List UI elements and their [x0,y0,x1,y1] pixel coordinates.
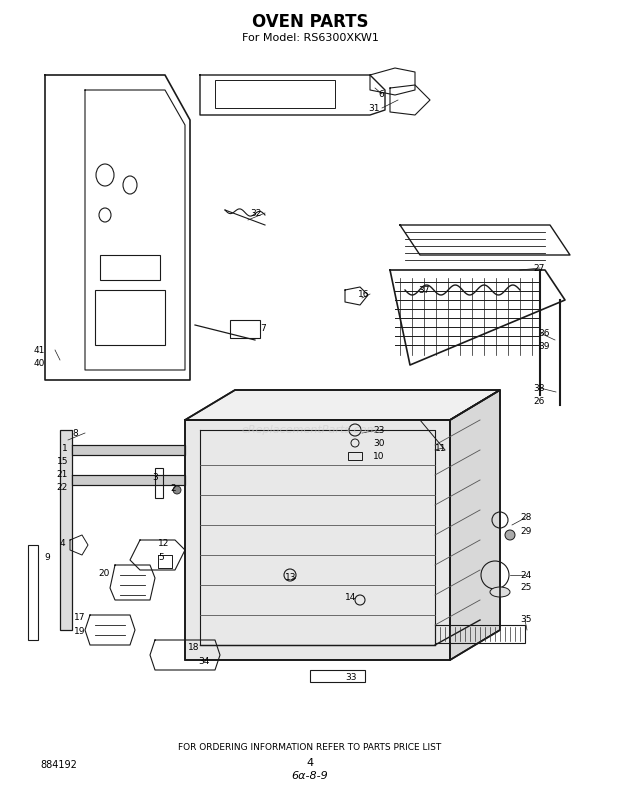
Text: 37: 37 [418,285,430,295]
Bar [28,545,38,640]
Text: 16: 16 [358,289,370,299]
Text: 35: 35 [520,615,531,625]
Bar [100,255,160,280]
Bar [60,430,72,630]
Text: 12: 12 [158,539,169,547]
Circle shape [173,486,181,494]
Text: OVEN PARTS: OVEN PARTS [252,13,368,31]
Bar [348,452,362,460]
Text: eReplacementParts.com: eReplacementParts.com [242,425,378,435]
Text: 7: 7 [260,323,266,333]
Text: 11: 11 [435,443,446,453]
Text: 884192: 884192 [40,760,77,770]
Text: 18: 18 [188,644,200,653]
Text: 14: 14 [345,593,356,603]
Text: 5: 5 [158,552,164,562]
Polygon shape [185,390,500,420]
Text: 25: 25 [520,584,531,592]
Text: 34: 34 [198,656,210,665]
Text: 31: 31 [368,103,379,112]
Text: 41: 41 [33,345,45,355]
Text: 17: 17 [74,614,85,623]
Text: 27: 27 [533,264,544,273]
Text: 21: 21 [56,469,68,479]
Text: 15: 15 [56,457,68,465]
Circle shape [505,530,515,540]
Polygon shape [185,420,450,660]
Bar [155,468,163,498]
Text: 4: 4 [60,539,65,547]
Text: 24: 24 [520,570,531,580]
Bar [435,625,525,643]
Text: 13: 13 [285,574,296,582]
Bar [215,80,335,108]
Text: 30: 30 [373,438,384,447]
Text: 36: 36 [538,329,549,337]
Text: 32: 32 [250,209,262,217]
Bar [230,320,260,338]
Text: 39: 39 [538,341,549,351]
Text: 33: 33 [345,674,356,683]
Text: For Model: RS6300XKW1: For Model: RS6300XKW1 [242,33,378,43]
Text: 10: 10 [373,452,384,461]
Polygon shape [72,445,185,455]
Text: 19: 19 [74,626,85,635]
Text: 6α-8-9: 6α-8-9 [291,771,329,781]
Text: 6: 6 [378,89,384,99]
Text: 3: 3 [152,472,157,481]
Polygon shape [72,475,185,485]
Ellipse shape [490,587,510,597]
Bar [95,290,165,345]
Text: FOR ORDERING INFORMATION REFER TO PARTS PRICE LIST: FOR ORDERING INFORMATION REFER TO PARTS … [179,743,441,753]
Text: 22: 22 [57,483,68,491]
Text: 2: 2 [170,483,175,492]
Text: 29: 29 [520,526,531,536]
Polygon shape [450,390,500,660]
Text: 23: 23 [373,426,384,434]
Text: 26: 26 [533,397,544,405]
Text: 9: 9 [44,552,50,562]
Text: 38: 38 [533,383,544,393]
Text: 1: 1 [62,443,68,453]
Text: 8: 8 [73,428,78,438]
Text: 20: 20 [99,569,110,577]
Text: 28: 28 [520,514,531,522]
Text: 40: 40 [33,359,45,367]
Text: 4: 4 [306,758,314,768]
Bar [310,670,365,682]
